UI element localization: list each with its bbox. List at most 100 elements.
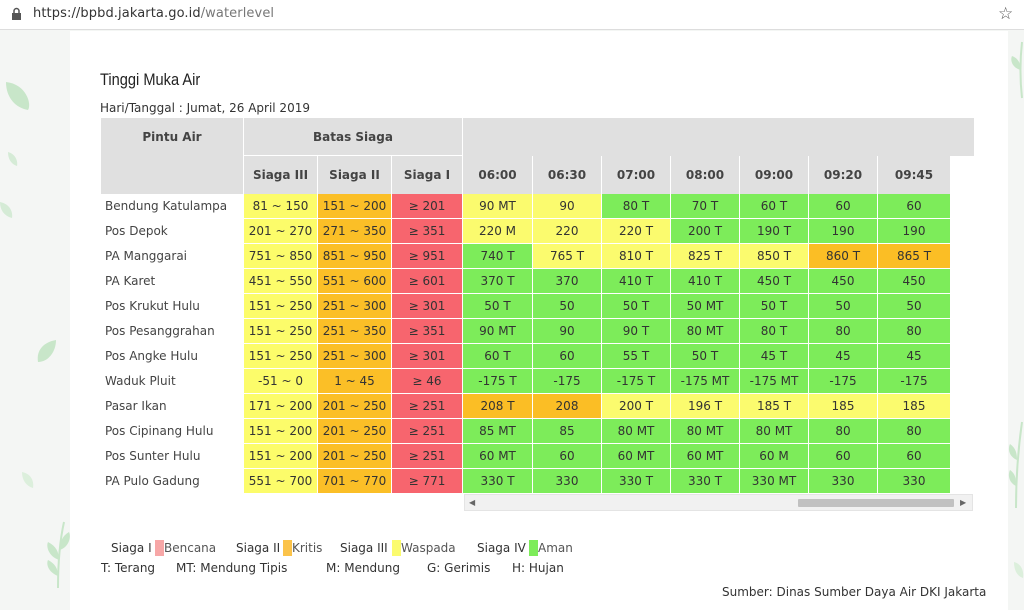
water-level-cell: -175 xyxy=(878,369,950,393)
water-level-cell: 80 xyxy=(878,419,950,443)
siaga-i-range: ≥ 601 xyxy=(392,269,462,293)
water-level-cell: 220 T xyxy=(602,219,670,243)
abbreviation: H: Hujan xyxy=(512,561,564,575)
water-level-cell: 860 T xyxy=(809,244,877,268)
water-level-cell: -175 T xyxy=(602,369,670,393)
siaga-ii-range: 701 ~ 770 xyxy=(318,469,391,493)
leaf-icon xyxy=(47,521,70,589)
water-level-cell: 185 xyxy=(878,394,950,418)
abbreviation: G: Gerimis xyxy=(427,561,491,575)
header-time: 08:00 xyxy=(671,156,739,194)
siaga-iii-range: -51 ~ 0 xyxy=(244,369,317,393)
legend-desc: Kritis xyxy=(292,541,323,555)
water-level-cell: 825 T xyxy=(671,244,739,268)
water-level-cell: 45 xyxy=(809,344,877,368)
url-field[interactable]: https://bpbd.jakarta.go.id/waterlevel xyxy=(33,6,274,21)
station-name: Pos Krukut Hulu xyxy=(101,294,243,318)
siaga-iii-range: 151 ~ 250 xyxy=(244,294,317,318)
water-level-cell: 200 T xyxy=(602,394,670,418)
station-name: Waduk Pluit xyxy=(101,369,243,393)
leaf-icon xyxy=(22,472,34,488)
siaga-i-range: ≥ 301 xyxy=(392,344,462,368)
siaga-ii-range: 851 ~ 950 xyxy=(318,244,391,268)
leaf-icon xyxy=(8,152,18,166)
water-level-cell: 85 MT xyxy=(463,419,532,443)
scroll-right-arrow-icon[interactable]: ▶ xyxy=(960,498,967,507)
leaf-icon xyxy=(1014,562,1024,578)
water-level-cell: 330 xyxy=(533,469,601,493)
water-level-cell: 60 T xyxy=(740,194,808,218)
leaf-icon xyxy=(6,82,30,110)
siaga-ii-range: 201 ~ 250 xyxy=(318,394,391,418)
table-scroll-area[interactable]: 05:3006:0006:3007:0008:0009:0009:2009:45… xyxy=(463,118,974,513)
data-source: Sumber: Dinas Sumber Daya Air DKI Jakart… xyxy=(722,585,987,599)
station-name: Pos Angke Hulu xyxy=(101,344,243,368)
scrollbar-thumb[interactable] xyxy=(798,499,954,507)
station-name: Pos Depok xyxy=(101,219,243,243)
water-level-cell: 60 xyxy=(533,444,601,468)
water-level-cell: 765 T xyxy=(533,244,601,268)
siaga-i-range: ≥ 351 xyxy=(392,219,462,243)
legend-desc: Aman xyxy=(538,541,573,555)
siaga-ii-range: 251 ~ 300 xyxy=(318,344,391,368)
water-level-cell: 50 xyxy=(533,294,601,318)
water-level-cell: 50 MT xyxy=(671,294,739,318)
siaga-iii-range: 151 ~ 250 xyxy=(244,344,317,368)
water-level-cell: 330 xyxy=(878,469,950,493)
water-level-cell: 80 MT xyxy=(602,419,670,443)
siaga-iii-range: 551 ~ 700 xyxy=(244,469,317,493)
legend-swatch-siaga-iv xyxy=(529,540,538,556)
siaga-i-range: ≥ 771 xyxy=(392,469,462,493)
station-name: PA Manggarai xyxy=(101,244,243,268)
siaga-ii-range: 201 ~ 250 xyxy=(318,444,391,468)
leaf-icon xyxy=(37,340,56,362)
header-time: 09:20 xyxy=(809,156,877,194)
siaga-i-range: ≥ 251 xyxy=(392,419,462,443)
water-level-cell: 80 T xyxy=(602,194,670,218)
water-level-cell: 60 T xyxy=(463,344,532,368)
header-time: 09:00 xyxy=(740,156,808,194)
water-level-cell: 50 T xyxy=(671,344,739,368)
header-time: 07:00 xyxy=(602,156,670,194)
water-level-cell: 90 MT xyxy=(463,319,532,343)
water-level-cell: 410 T xyxy=(602,269,670,293)
bookmark-star-icon[interactable]: ☆ xyxy=(998,4,1014,24)
station-name: Pos Sunter Hulu xyxy=(101,444,243,468)
leaf-icon xyxy=(0,202,13,218)
date-label: Hari/Tanggal : Jumat, 26 April 2019 xyxy=(100,101,310,115)
legend-swatch-siaga-iii xyxy=(392,540,401,556)
header-pintu-air: Pintu Air xyxy=(101,118,243,194)
water-level-cell: 190 T xyxy=(740,219,808,243)
water-level-cell: 50 xyxy=(809,294,877,318)
water-level-cell: 90 xyxy=(533,194,601,218)
header-time: 06:00 xyxy=(463,156,532,194)
water-level-cell: -175 xyxy=(533,369,601,393)
water-level-cell: 220 M xyxy=(463,219,532,243)
water-level-cell: 50 xyxy=(878,294,950,318)
water-level-cell: 60 xyxy=(809,194,877,218)
siaga-iii-range: 151 ~ 200 xyxy=(244,419,317,443)
water-level-cell: 330 MT xyxy=(740,469,808,493)
header-time-band xyxy=(463,118,974,156)
legend-level: Siaga I xyxy=(111,541,152,555)
water-level-cell: 90 MT xyxy=(463,194,532,218)
water-level-cell: 50 T xyxy=(602,294,670,318)
water-level-cell: 55 T xyxy=(602,344,670,368)
water-level-cell: 740 T xyxy=(463,244,532,268)
water-level-cell: 50 T xyxy=(740,294,808,318)
siaga-ii-range: 551 ~ 600 xyxy=(318,269,391,293)
station-name: PA Pulo Gadung xyxy=(101,469,243,493)
lock-icon xyxy=(12,7,21,20)
water-level-cell: 45 T xyxy=(740,344,808,368)
water-level-cell: 90 xyxy=(533,319,601,343)
scroll-left-arrow-icon[interactable]: ◀ xyxy=(469,498,476,507)
water-level-cell: 370 xyxy=(533,269,601,293)
water-level-cell: 80 MT xyxy=(671,319,739,343)
siaga-iii-range: 151 ~ 250 xyxy=(244,319,317,343)
horizontal-scrollbar[interactable]: ◀ ▶ xyxy=(464,494,973,511)
water-level-cell: 330 T xyxy=(463,469,532,493)
abbreviation: T: Terang xyxy=(101,561,156,575)
legend-swatch-siaga-ii xyxy=(283,540,292,556)
water-level-cell: 208 T xyxy=(463,394,532,418)
water-level-cell: 80 T xyxy=(740,319,808,343)
